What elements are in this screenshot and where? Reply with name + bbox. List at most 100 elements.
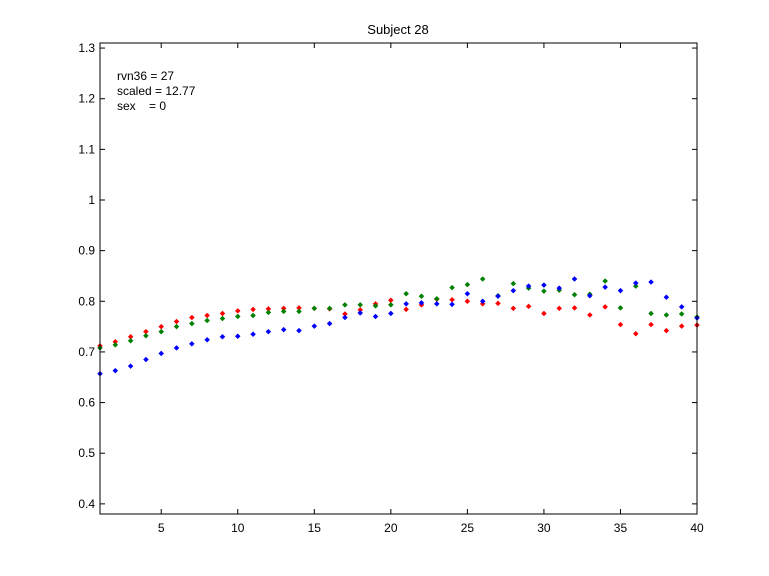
data-point-series-2 bbox=[571, 291, 578, 298]
data-point-series-3 bbox=[571, 276, 578, 282]
y-tick-label: 0.7 bbox=[78, 345, 95, 359]
annotation-sex: sex = 0 bbox=[117, 99, 166, 113]
x-tick-label: 25 bbox=[461, 521, 475, 535]
y-tick-label: 1.2 bbox=[78, 92, 95, 106]
data-point-series-1 bbox=[495, 300, 501, 307]
data-point-series-3 bbox=[296, 327, 302, 334]
data-point-series-2 bbox=[311, 305, 318, 312]
x-tick-label: 30 bbox=[537, 521, 551, 535]
data-point-series-3 bbox=[357, 310, 364, 316]
data-point-series-1 bbox=[602, 304, 609, 310]
data-point-series-2 bbox=[464, 281, 471, 288]
data-point-series-1 bbox=[556, 305, 563, 312]
data-point-series-1 bbox=[188, 314, 195, 321]
data-point-series-3 bbox=[632, 280, 639, 286]
data-point-series-3 bbox=[541, 282, 547, 288]
data-point-series-3 bbox=[617, 287, 624, 294]
data-point-series-3 bbox=[663, 294, 670, 301]
y-tick-label: 0.9 bbox=[78, 244, 95, 258]
x-tick-label: 15 bbox=[308, 521, 322, 535]
data-point-series-2 bbox=[372, 302, 379, 309]
data-point-series-2 bbox=[403, 290, 410, 297]
data-point-series-3 bbox=[648, 279, 654, 285]
data-point-series-1 bbox=[219, 310, 226, 317]
data-point-series-2 bbox=[234, 313, 241, 320]
data-point-series-1 bbox=[525, 303, 532, 310]
data-point-series-1 bbox=[234, 308, 241, 314]
data-point-series-2 bbox=[112, 341, 119, 348]
data-point-series-1 bbox=[586, 312, 593, 318]
data-point-series-2 bbox=[510, 280, 517, 287]
data-point-series-1 bbox=[617, 321, 624, 328]
x-tick-label: 5 bbox=[158, 521, 165, 535]
y-tick-label: 0.4 bbox=[78, 497, 95, 511]
data-point-series-2 bbox=[188, 320, 195, 327]
axis-ticks: 5 10 15 20 25 30 35 40 0.4 0.5 0.6 0.7 0.8 0.9 1 1.1 1.2… bbox=[78, 41, 704, 535]
y-tick-label: 1.1 bbox=[78, 142, 95, 156]
data-point-series-2 bbox=[479, 276, 486, 282]
data-point-series-2 bbox=[648, 310, 654, 317]
data-point-series-2 bbox=[158, 328, 165, 335]
data-point-series-3 bbox=[479, 298, 486, 305]
data-point-series-3 bbox=[586, 292, 593, 299]
data-point-series-2 bbox=[296, 308, 302, 315]
data-point-series-3 bbox=[602, 284, 609, 290]
plot-area bbox=[99, 42, 698, 515]
data-point-series-2 bbox=[342, 301, 348, 308]
y-tick-label: 0.5 bbox=[78, 446, 95, 460]
x-tick-label: 40 bbox=[690, 521, 704, 535]
data-points bbox=[97, 276, 700, 377]
data-point-series-2 bbox=[204, 317, 211, 324]
data-point-series-1 bbox=[464, 298, 471, 305]
data-point-series-2 bbox=[219, 315, 226, 322]
data-point-series-2 bbox=[418, 293, 425, 300]
data-point-series-2 bbox=[143, 332, 149, 339]
data-point-series-2 bbox=[265, 309, 272, 316]
data-point-series-3 bbox=[188, 340, 195, 347]
data-point-series-1 bbox=[403, 306, 410, 313]
data-point-series-2 bbox=[127, 337, 134, 344]
data-point-series-3 bbox=[342, 314, 348, 321]
x-tick-label: 35 bbox=[614, 521, 628, 535]
data-point-series-3 bbox=[403, 300, 410, 307]
y-tick-label: 1 bbox=[88, 193, 95, 207]
data-point-series-3 bbox=[418, 299, 425, 306]
annotation-scaled: scaled = 12.77 bbox=[117, 84, 196, 98]
data-point-series-3 bbox=[495, 293, 501, 300]
data-point-series-2 bbox=[541, 288, 547, 295]
x-tick-label: 10 bbox=[231, 521, 245, 535]
data-point-series-1 bbox=[632, 330, 639, 337]
data-point-series-3 bbox=[678, 304, 685, 310]
data-point-series-2 bbox=[663, 312, 670, 318]
data-point-series-3 bbox=[510, 287, 517, 294]
data-point-series-2 bbox=[387, 301, 394, 308]
data-point-series-2 bbox=[678, 311, 685, 317]
data-point-series-2 bbox=[449, 284, 455, 291]
data-point-series-2 bbox=[433, 295, 440, 302]
data-point-series-1 bbox=[541, 310, 547, 317]
data-point-series-2 bbox=[280, 308, 287, 315]
y-tick-label: 0.8 bbox=[78, 294, 95, 308]
data-point-series-2 bbox=[173, 323, 180, 330]
data-point-series-1 bbox=[663, 327, 670, 334]
data-point-series-3 bbox=[158, 350, 165, 357]
y-tick-label: 1.3 bbox=[78, 41, 95, 55]
data-point-series-1 bbox=[678, 323, 685, 329]
data-point-series-2 bbox=[602, 278, 609, 284]
data-point-series-3 bbox=[556, 285, 563, 291]
data-point-series-2 bbox=[632, 283, 639, 289]
data-point-series-3 bbox=[449, 301, 455, 308]
data-point-series-1 bbox=[571, 305, 578, 311]
annotation-rvn36: rvn36 = 27 bbox=[117, 69, 174, 83]
y-tick-label: 0.6 bbox=[78, 396, 95, 410]
data-point-series-2 bbox=[326, 305, 333, 312]
data-point-series-3 bbox=[372, 313, 379, 320]
data-point-series-3 bbox=[234, 333, 241, 340]
data-point-series-3 bbox=[173, 345, 180, 351]
data-point-series-1 bbox=[250, 306, 256, 313]
data-point-series-3 bbox=[387, 310, 394, 317]
data-point-series-3 bbox=[311, 323, 318, 329]
data-point-series-1 bbox=[173, 318, 180, 325]
data-point-series-3 bbox=[326, 320, 333, 327]
